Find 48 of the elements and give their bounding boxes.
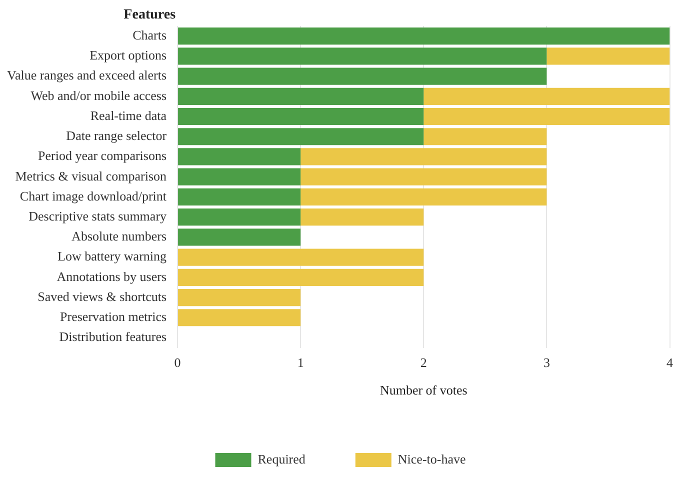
bar [300, 148, 547, 166]
x-tick-label: 3 [543, 355, 550, 370]
bar [424, 88, 670, 105]
bar [300, 168, 547, 186]
bar [178, 248, 424, 266]
y-tick-label: Metrics & visual comparison [15, 168, 168, 184]
y-tick-label: Descriptive stats summary [28, 208, 168, 224]
y-tick-label: Absolute numbers [72, 228, 167, 244]
bar [178, 309, 301, 326]
y-tick-label: Low battery warning [58, 248, 168, 264]
y-tick-label: Date range selector [66, 128, 168, 144]
x-tick-label: 0 [174, 355, 181, 370]
x-axis-title: Number of votes [380, 382, 468, 398]
bar [178, 148, 301, 166]
x-tick-label: 4 [666, 355, 674, 370]
y-tick-label: Distribution features [59, 329, 167, 344]
bar [178, 268, 424, 286]
bar [546, 48, 670, 65]
y-tick-label: Web and/or mobile access [30, 88, 167, 103]
bar [424, 128, 547, 146]
bar [178, 128, 424, 146]
legend-label: Required [258, 451, 306, 466]
bar [178, 188, 301, 206]
y-tick-label: Real-time data [90, 108, 167, 123]
y-tick-label: Preservation metrics [60, 309, 167, 324]
x-tick-label: 1 [297, 355, 304, 370]
y-axis-title: Features [124, 8, 176, 23]
bar [178, 288, 301, 306]
bar [178, 48, 547, 65]
bar [178, 28, 670, 45]
bar [424, 108, 670, 126]
bar [178, 68, 547, 85]
bar [178, 88, 424, 105]
x-tick-label: 2 [420, 355, 427, 370]
bar [178, 228, 301, 246]
legend-label: Nice-to-have [398, 451, 466, 466]
bar [300, 188, 547, 206]
bar [178, 168, 301, 186]
bar [300, 208, 424, 226]
y-tick-label: Value ranges and exceed alerts [7, 68, 167, 83]
y-tick-label: Annotations by users [56, 268, 167, 284]
y-tick-label: Charts [132, 27, 167, 42]
y-tick-label: Saved views & shortcuts [38, 288, 167, 304]
bar [178, 208, 301, 226]
y-tick-label: Export options [90, 48, 167, 63]
bar [178, 108, 424, 126]
y-tick-label: Chart image download/print [20, 188, 167, 204]
y-tick-label: Period year comparisons [38, 148, 167, 164]
